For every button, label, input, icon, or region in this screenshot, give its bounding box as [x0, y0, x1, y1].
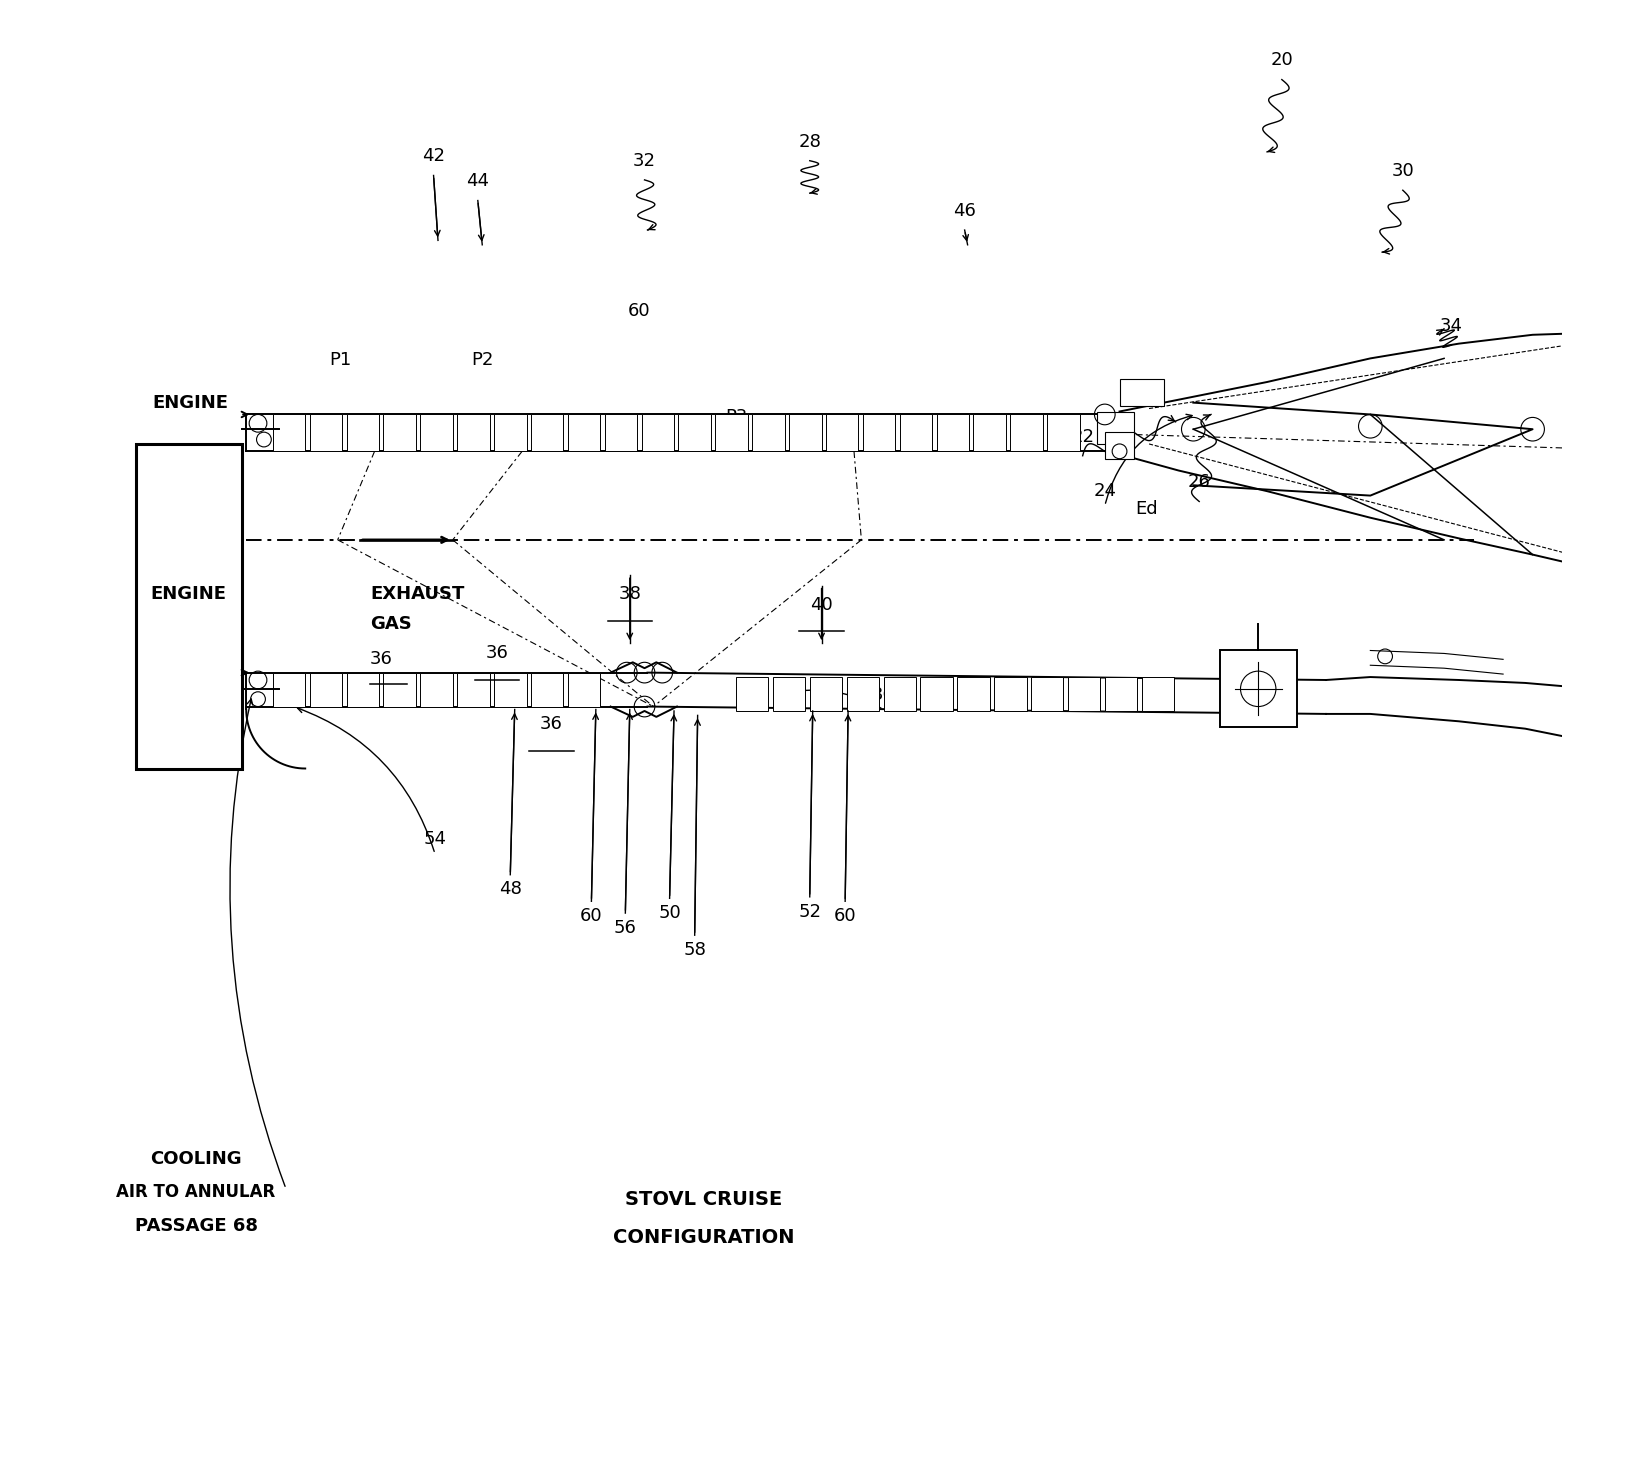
Bar	[900, 414, 931, 451]
Text: 50: 50	[658, 905, 681, 922]
Bar	[567, 672, 600, 706]
Text: 28: 28	[798, 133, 821, 151]
Bar	[936, 414, 969, 451]
Bar	[1119, 378, 1163, 405]
Text: 24: 24	[1093, 482, 1116, 500]
Text: 48: 48	[499, 881, 521, 899]
Text: 60: 60	[834, 907, 855, 925]
Bar	[715, 414, 747, 451]
Bar	[456, 672, 489, 706]
Bar	[384, 414, 415, 451]
Text: 30: 30	[1391, 163, 1414, 180]
Text: ENGINE: ENGINE	[150, 585, 226, 603]
Text: P1: P1	[330, 350, 351, 370]
Bar	[773, 677, 804, 711]
Bar	[826, 414, 859, 451]
Text: EXHAUST: EXHAUST	[369, 585, 465, 603]
Bar	[272, 414, 305, 451]
Text: 32: 32	[633, 152, 656, 170]
Text: 46: 46	[953, 202, 976, 220]
Bar	[751, 414, 784, 451]
Bar	[456, 414, 489, 451]
Bar	[384, 672, 415, 706]
Bar	[735, 677, 768, 711]
Text: 60: 60	[580, 907, 603, 925]
Bar	[1046, 414, 1079, 451]
Bar	[972, 414, 1005, 451]
Text: 42: 42	[422, 148, 445, 166]
Bar	[920, 677, 953, 711]
Text: 56: 56	[613, 919, 636, 937]
Bar	[1030, 677, 1063, 711]
Bar	[420, 672, 453, 706]
Bar	[862, 414, 895, 451]
Text: PASSAGE 68: PASSAGE 68	[135, 1216, 257, 1234]
Bar	[641, 414, 674, 451]
Text: CONFIGURATION: CONFIGURATION	[613, 1228, 794, 1247]
Text: COOLING: COOLING	[150, 1150, 242, 1169]
Text: 52: 52	[798, 903, 821, 921]
Bar	[494, 414, 526, 451]
Bar	[605, 414, 636, 451]
Bar	[346, 414, 379, 451]
Bar	[994, 677, 1027, 711]
Text: STOVL CRUISE: STOVL CRUISE	[625, 1190, 781, 1209]
Bar	[883, 677, 915, 711]
Text: GAS: GAS	[369, 615, 412, 633]
Bar	[346, 672, 379, 706]
Bar	[310, 414, 341, 451]
Bar	[135, 443, 242, 769]
Bar	[567, 414, 600, 451]
Bar	[789, 414, 821, 451]
Bar	[1068, 677, 1099, 711]
Text: 36: 36	[541, 715, 562, 733]
Text: 38: 38	[618, 585, 641, 603]
Bar	[494, 672, 526, 706]
Bar	[1104, 677, 1137, 711]
Text: 36: 36	[485, 644, 508, 662]
Text: 60: 60	[626, 302, 649, 321]
Bar	[845, 677, 878, 711]
Bar	[957, 677, 989, 711]
Bar	[272, 672, 305, 706]
Text: 22: 22	[1071, 427, 1094, 445]
Text: 44: 44	[466, 173, 489, 191]
Bar	[677, 414, 710, 451]
Bar	[1098, 411, 1134, 443]
Bar	[1140, 677, 1173, 711]
Text: 34: 34	[1439, 316, 1462, 336]
Text: 58: 58	[682, 941, 705, 959]
Text: 54: 54	[424, 831, 447, 848]
Bar	[531, 414, 564, 451]
Text: 20: 20	[1269, 52, 1292, 69]
Text: 26: 26	[1187, 473, 1210, 491]
Bar	[1104, 432, 1134, 458]
Bar	[1220, 650, 1295, 727]
Bar	[310, 672, 341, 706]
Text: Ed: Ed	[1134, 500, 1157, 517]
Text: 36: 36	[872, 686, 895, 704]
Bar	[531, 672, 564, 706]
Text: ENGINE: ENGINE	[152, 393, 227, 412]
Bar	[1010, 414, 1042, 451]
Bar	[420, 414, 453, 451]
Bar	[809, 677, 842, 711]
Text: P3: P3	[725, 408, 747, 426]
Text: AIR TO ANNULAR: AIR TO ANNULAR	[117, 1182, 275, 1202]
Text: 40: 40	[809, 596, 832, 613]
Text: P2: P2	[471, 350, 493, 370]
Text: 36: 36	[369, 650, 392, 668]
